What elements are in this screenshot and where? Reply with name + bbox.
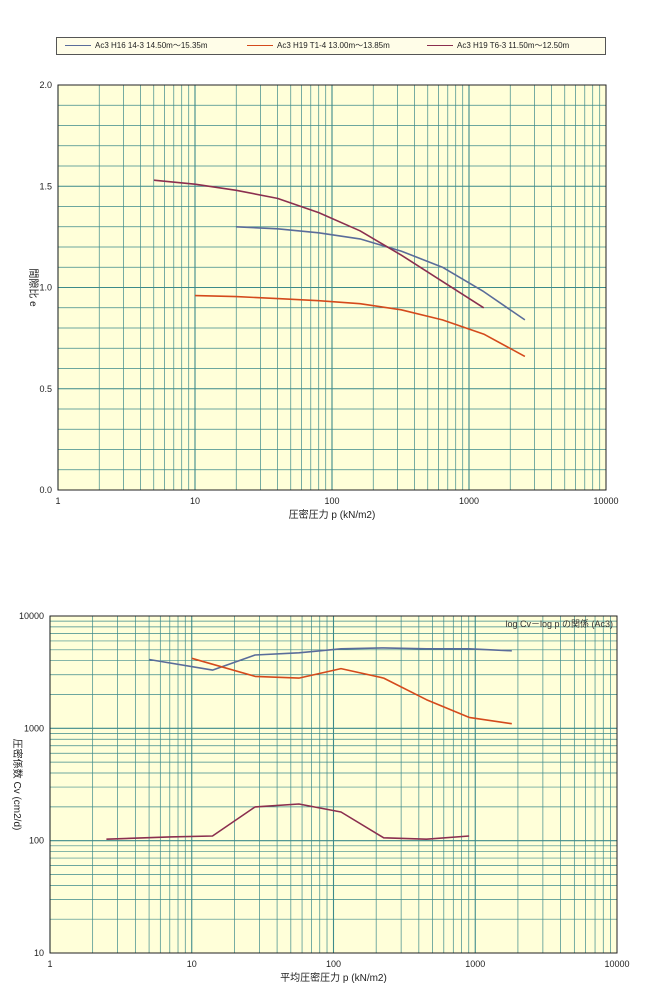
x-tick-label: 1	[47, 959, 52, 969]
x-axis-label: 平均圧密圧力 p (kN/m2)	[280, 971, 387, 984]
y-tick-label: 10000	[19, 611, 44, 621]
legend-swatch	[247, 45, 273, 46]
legend-item: Ac3 H19 T1-4 13.00m〜13.85m	[247, 40, 390, 51]
y-tick-label: 1.0	[39, 283, 52, 293]
legend-swatch	[427, 45, 453, 46]
y-tick-label: 10	[34, 948, 44, 958]
x-axis-label: 圧密圧力 p (kN/m2)	[289, 508, 376, 521]
y-tick-label: 0.5	[39, 384, 52, 394]
x-tick-label: 1	[55, 496, 60, 506]
series-line	[236, 226, 526, 321]
y-tick-label: 2.0	[39, 80, 52, 90]
y-tick-label: 1.5	[39, 181, 52, 191]
legend-label: Ac3 H16 14-3 14.50m〜15.35m	[95, 41, 208, 50]
legend-label: Ac3 H19 T6-3 11.50m〜12.50m	[457, 41, 570, 50]
legend-swatch	[65, 45, 91, 46]
legend-item: Ac3 H16 14-3 14.50m〜15.35m	[65, 40, 208, 51]
series-line	[191, 657, 512, 725]
chart-title: log Cv－log p の関係 (Ac3)	[505, 619, 613, 629]
plot-frame	[57, 84, 607, 491]
series-line	[148, 647, 512, 671]
x-tick-label: 100	[324, 496, 339, 506]
x-tick-label: 10	[190, 496, 200, 506]
x-tick-label: 1000	[459, 496, 479, 506]
y-axis-label: 圧密係数 Cv (cm2/d)	[11, 739, 24, 831]
void-ratio-chart: 1 10 100 1000 10000 0.0 0.5 1.0 1.5 2.0 圧密圧力 p (kN…	[27, 80, 619, 521]
y-tick-label: 1000	[24, 723, 44, 733]
legend-item: Ac3 H19 T6-3 11.50m〜12.50m	[427, 40, 569, 51]
series-line	[194, 294, 526, 358]
x-tick-label: 10000	[593, 496, 618, 506]
y-tick-label: 100	[29, 836, 44, 846]
chart-legend: Ac3 H16 14-3 14.50m〜15.35m Ac3 H19 T1-4 …	[56, 37, 606, 55]
plot-frame	[49, 615, 618, 954]
y-tick-label: 0.0	[39, 485, 52, 495]
x-tick-label: 10	[187, 959, 197, 969]
x-tick-label: 1000	[465, 959, 485, 969]
y-axis-label: 間隙比 e	[27, 268, 40, 307]
series-line	[106, 803, 470, 840]
legend-label: Ac3 H19 T1-4 13.00m〜13.85m	[277, 41, 390, 50]
x-tick-label: 100	[326, 959, 341, 969]
series-line	[153, 179, 485, 309]
x-tick-label: 10000	[604, 959, 629, 969]
